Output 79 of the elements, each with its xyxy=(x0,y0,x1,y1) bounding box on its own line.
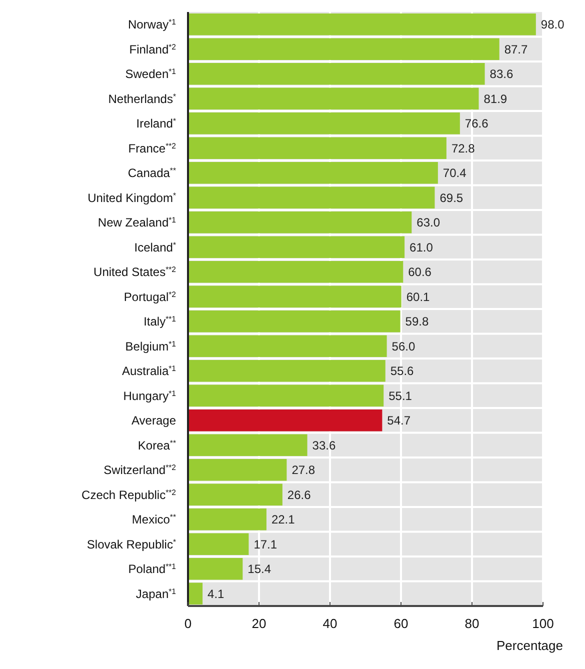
data-label: 61.0 xyxy=(410,240,434,254)
data-label: 27.8 xyxy=(292,463,316,478)
data-label: 54.7 xyxy=(387,414,411,428)
y-tick-label: Portugal$^{*2}$ xyxy=(124,289,176,304)
y-tick-label: Sweden$^{*1}$ xyxy=(125,66,176,82)
x-tick-label: 100 xyxy=(532,616,554,631)
y-tick-label: Poland$^{**1}$ xyxy=(128,562,176,576)
bar xyxy=(188,558,243,580)
x-axis-title: Percentage xyxy=(496,638,563,653)
bar xyxy=(188,162,438,184)
bar xyxy=(188,211,412,234)
bar xyxy=(188,186,435,209)
data-label: 83.6 xyxy=(490,67,514,82)
bar xyxy=(188,484,282,506)
y-tick-label: France$^{**2}$ xyxy=(128,140,176,156)
bar xyxy=(188,409,382,432)
data-label: 15.4 xyxy=(248,562,272,576)
data-label: 59.8 xyxy=(405,314,429,329)
y-tick-label: Belgium$^{*1}$ xyxy=(125,338,176,354)
bar xyxy=(188,384,384,407)
y-tick-label: Hungary$^{*1}$ xyxy=(123,388,176,403)
bar xyxy=(188,458,287,481)
bar xyxy=(188,508,266,530)
y-tick-label: Iceland$^{*}$ xyxy=(134,240,176,254)
y-tick-label: Finland$^{*2}$ xyxy=(129,42,176,56)
y-tick-label: Czech Republic$^{**2}$ xyxy=(82,487,176,502)
x-tick-label: 80 xyxy=(464,616,480,631)
bar xyxy=(188,13,536,36)
bar xyxy=(188,310,400,332)
data-label: 98.0 xyxy=(540,18,565,32)
x-tick-label: 20 xyxy=(252,616,266,631)
data-label: 76.6 xyxy=(464,116,489,131)
data-label: 60.1 xyxy=(406,290,430,304)
data-label: 33.6 xyxy=(312,438,336,452)
data-label: 60.6 xyxy=(408,265,432,280)
y-tick-label: Switzerland$^{**2}$ xyxy=(104,462,176,478)
bar xyxy=(188,533,249,556)
data-label: 17.1 xyxy=(254,537,278,552)
data-label: 63.0 xyxy=(416,216,440,230)
y-tick-label: Average xyxy=(132,414,176,428)
x-tick-label: 0 xyxy=(184,616,192,631)
y-tick-label: Japan$^{*1}$ xyxy=(136,586,176,601)
bar xyxy=(188,286,402,308)
data-label: 55.6 xyxy=(390,364,414,378)
y-tick-label: Italy$^{**1}$ xyxy=(144,314,176,329)
y-tick-label: Australia$^{*1}$ xyxy=(122,364,176,378)
bar xyxy=(188,335,387,358)
data-label: 70.4 xyxy=(442,166,467,180)
x-tick-label: 60 xyxy=(394,616,408,631)
data-label: 55.1 xyxy=(388,388,412,403)
y-tick-label: Netherlands$^{*}$ xyxy=(108,91,176,106)
bar xyxy=(188,236,405,258)
bar xyxy=(188,434,308,456)
y-tick-label: United Kingdom$^{*}$ xyxy=(88,190,176,205)
data-label: 22.1 xyxy=(271,512,296,527)
y-tick-label: Canada$^{**}$ xyxy=(128,166,176,180)
bar xyxy=(188,38,500,60)
bar xyxy=(188,260,404,283)
y-tick-label: New Zealand$^{*1}$ xyxy=(98,215,176,230)
y-tick-label: Norway$^{*1}$ xyxy=(128,17,176,32)
y-tick-label: United States$^{**2}$ xyxy=(94,264,176,280)
data-label: 72.8 xyxy=(451,141,476,156)
data-label: 81.9 xyxy=(484,92,508,106)
bar xyxy=(188,62,485,85)
y-tick-label: Korea$^{**}$ xyxy=(138,438,176,452)
y-tick-label: Mexico$^{**}$ xyxy=(132,512,176,527)
bar xyxy=(188,360,386,382)
data-label: 4.1 xyxy=(208,586,225,601)
bar xyxy=(188,582,203,605)
data-label: 26.6 xyxy=(287,488,312,502)
bar xyxy=(188,112,460,134)
bar xyxy=(188,137,446,160)
x-tick-label: 40 xyxy=(322,616,338,631)
y-tick-label: Ireland$^{*}$ xyxy=(136,116,176,131)
bar xyxy=(188,88,479,110)
data-label: 69.5 xyxy=(440,190,464,205)
data-label: 87.7 xyxy=(504,42,528,56)
y-tick-label: Slovak Republic$^{*}$ xyxy=(86,536,176,552)
data-label: 56.0 xyxy=(392,339,416,354)
